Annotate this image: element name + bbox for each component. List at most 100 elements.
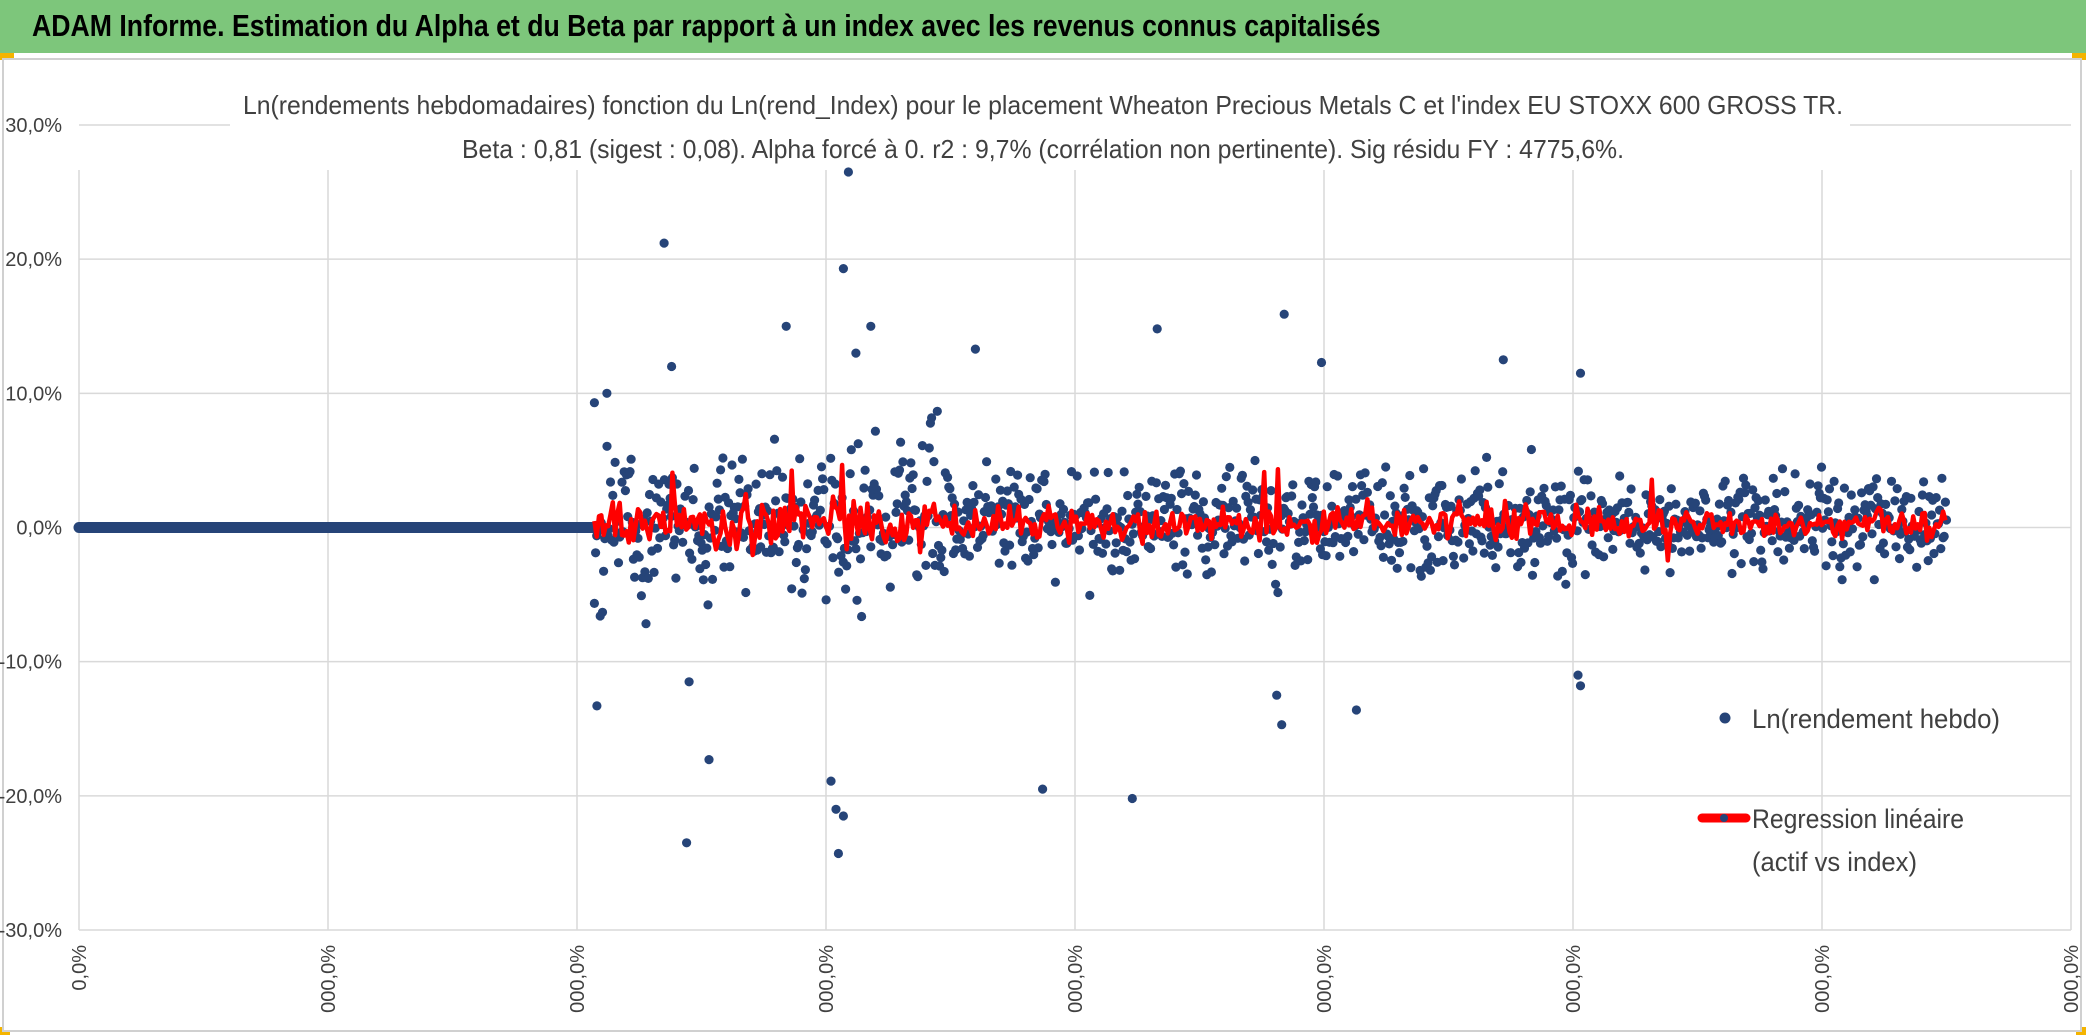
data-point	[716, 465, 726, 475]
outlier-point	[1351, 705, 1361, 715]
data-point	[803, 479, 813, 489]
data-point	[1640, 565, 1650, 575]
data-point	[1557, 566, 1567, 577]
data-point	[1871, 474, 1882, 484]
outlier-point	[831, 804, 841, 814]
data-point	[1475, 485, 1485, 495]
data-point	[1225, 462, 1235, 472]
data-point	[1586, 491, 1596, 501]
data-point	[1869, 575, 1879, 585]
data-point	[1906, 493, 1916, 503]
data-point	[1151, 478, 1161, 488]
data-point	[1311, 477, 1321, 487]
data-point	[1482, 452, 1492, 462]
data-point	[1166, 493, 1176, 503]
data-point	[964, 551, 975, 561]
data-point	[1677, 547, 1687, 557]
data-point	[896, 437, 906, 447]
data-point	[610, 457, 620, 467]
chart-title-line-2: Beta : 0,81 (sigest : 0,08). Alpha forcé…	[462, 134, 1624, 164]
data-point	[734, 474, 744, 484]
data-point	[1287, 491, 1297, 501]
data-point	[649, 567, 659, 578]
data-point	[1088, 539, 1098, 550]
data-point	[1535, 538, 1546, 548]
data-point	[1758, 564, 1768, 574]
data-point	[712, 478, 722, 488]
data-point	[608, 490, 618, 500]
data-point	[1664, 501, 1674, 511]
data-point	[1427, 552, 1437, 562]
data-point	[1867, 529, 1877, 539]
data-point	[1376, 541, 1386, 551]
outlier-point	[1316, 357, 1327, 368]
data-point	[1729, 549, 1739, 559]
data-point	[702, 543, 712, 553]
data-point	[599, 566, 609, 576]
data-point	[800, 565, 811, 575]
data-point	[1029, 550, 1039, 560]
data-point	[1724, 495, 1734, 506]
data-point	[1250, 455, 1260, 466]
data-point	[852, 595, 862, 605]
data-point	[870, 426, 881, 436]
data-point	[741, 587, 751, 598]
data-point	[757, 469, 767, 479]
data-point	[1073, 531, 1083, 541]
data-point	[687, 554, 697, 564]
data-point	[1587, 540, 1597, 550]
outlier-point	[1152, 324, 1162, 334]
data-point	[1750, 503, 1760, 513]
data-point	[735, 488, 745, 498]
data-point	[689, 463, 699, 473]
data-point	[1084, 498, 1094, 508]
data-point	[1805, 479, 1815, 489]
data-point	[1539, 483, 1549, 493]
data-point	[772, 466, 782, 476]
data-point	[842, 561, 852, 571]
data-point	[1493, 542, 1503, 552]
data-point	[670, 535, 680, 545]
data-point	[888, 540, 898, 550]
data-point	[1146, 543, 1156, 554]
data-point	[678, 537, 688, 547]
data-point	[1433, 532, 1444, 542]
data-point	[799, 574, 809, 584]
data-point	[613, 558, 624, 568]
outlier-point	[833, 848, 844, 859]
data-point	[1128, 529, 1138, 539]
data-point	[1013, 470, 1023, 480]
data-point	[727, 460, 737, 470]
data-point	[991, 474, 1001, 484]
data-point	[936, 553, 946, 563]
data-point	[892, 499, 902, 509]
x-tick-label: 000,0%	[1314, 945, 1336, 1013]
regression-line	[592, 462, 1948, 563]
data-point	[1506, 548, 1516, 558]
data-point	[1248, 485, 1258, 495]
data-point	[1268, 538, 1278, 549]
data-point	[774, 547, 784, 557]
data-point	[945, 484, 955, 494]
data-point	[597, 607, 608, 617]
data-point	[898, 457, 908, 467]
x-tick-label: 000,0%	[1563, 945, 1585, 1013]
data-point	[1115, 565, 1125, 575]
data-point	[1897, 504, 1907, 515]
data-point	[1857, 488, 1867, 498]
data-point	[1838, 539, 1848, 549]
data-point	[994, 558, 1004, 568]
data-point	[1133, 499, 1143, 509]
data-point	[1307, 493, 1317, 503]
data-point	[1296, 556, 1306, 566]
data-point	[857, 611, 867, 622]
data-point	[1425, 565, 1435, 575]
data-point	[1190, 490, 1200, 500]
data-point	[821, 595, 831, 605]
data-point	[656, 497, 666, 507]
x-tick-label: 000,0%	[1812, 945, 1834, 1013]
data-point	[1134, 482, 1144, 492]
outlier-point	[1127, 793, 1137, 804]
y-tick-label: -10,0%	[0, 652, 62, 674]
data-point	[636, 591, 647, 601]
